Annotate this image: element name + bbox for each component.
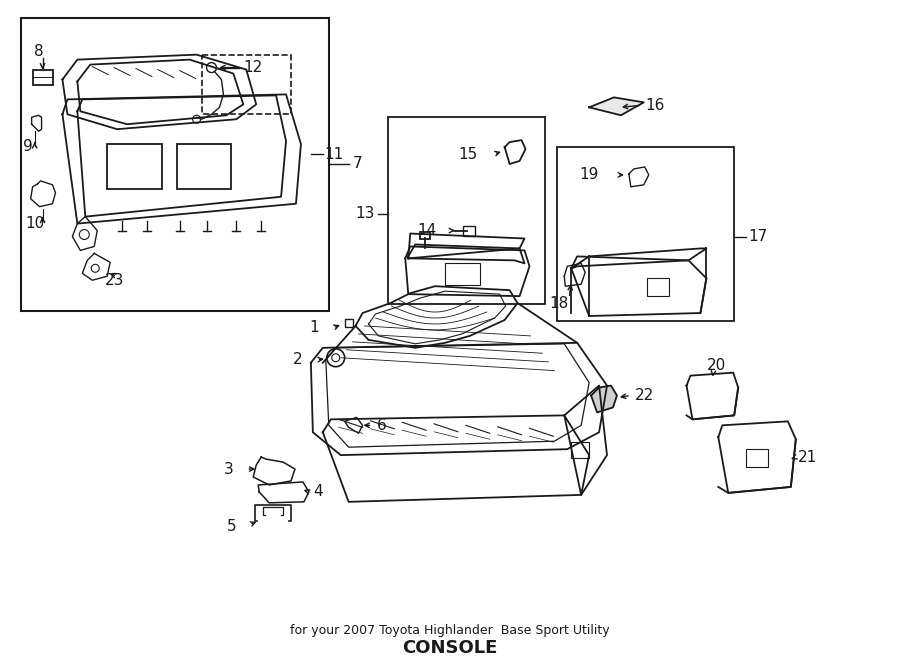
Polygon shape	[591, 385, 617, 412]
Bar	[647, 278, 669, 296]
Bar	[389, 117, 545, 304]
Text: 13: 13	[356, 206, 374, 221]
Bar	[420, 231, 430, 239]
Text: 20: 20	[706, 358, 726, 373]
Text: 6: 6	[376, 418, 386, 433]
Text: 8: 8	[34, 44, 43, 59]
Text: 10: 10	[25, 216, 44, 231]
Text: CONSOLE: CONSOLE	[402, 639, 498, 657]
Bar	[345, 319, 353, 327]
Text: 14: 14	[417, 223, 436, 238]
Text: 3: 3	[223, 461, 233, 477]
Text: 1: 1	[310, 321, 319, 335]
Text: 4: 4	[313, 485, 322, 500]
Bar	[176, 144, 231, 189]
Text: 23: 23	[104, 273, 124, 288]
Bar	[21, 18, 328, 311]
Text: for your 2007 Toyota Highlander  Base Sport Utility: for your 2007 Toyota Highlander Base Spo…	[290, 624, 610, 637]
Bar	[746, 449, 768, 467]
Polygon shape	[590, 97, 644, 115]
Text: 16: 16	[646, 98, 665, 113]
Text: 15: 15	[459, 147, 478, 161]
Bar	[445, 263, 480, 285]
FancyBboxPatch shape	[32, 69, 52, 85]
Text: 17: 17	[748, 229, 768, 244]
Bar	[572, 442, 590, 458]
Text: 2: 2	[293, 352, 303, 368]
Bar	[107, 144, 162, 189]
Text: 7: 7	[353, 157, 362, 171]
Text: 5: 5	[227, 519, 237, 534]
Bar	[463, 225, 475, 235]
Text: 11: 11	[325, 147, 344, 161]
Text: 21: 21	[797, 449, 817, 465]
Bar	[202, 55, 291, 114]
Text: 12: 12	[243, 60, 263, 75]
Bar	[557, 147, 734, 321]
Text: 22: 22	[634, 388, 654, 403]
Text: 18: 18	[550, 295, 569, 311]
Text: 19: 19	[580, 167, 599, 182]
Text: 9: 9	[22, 139, 32, 153]
